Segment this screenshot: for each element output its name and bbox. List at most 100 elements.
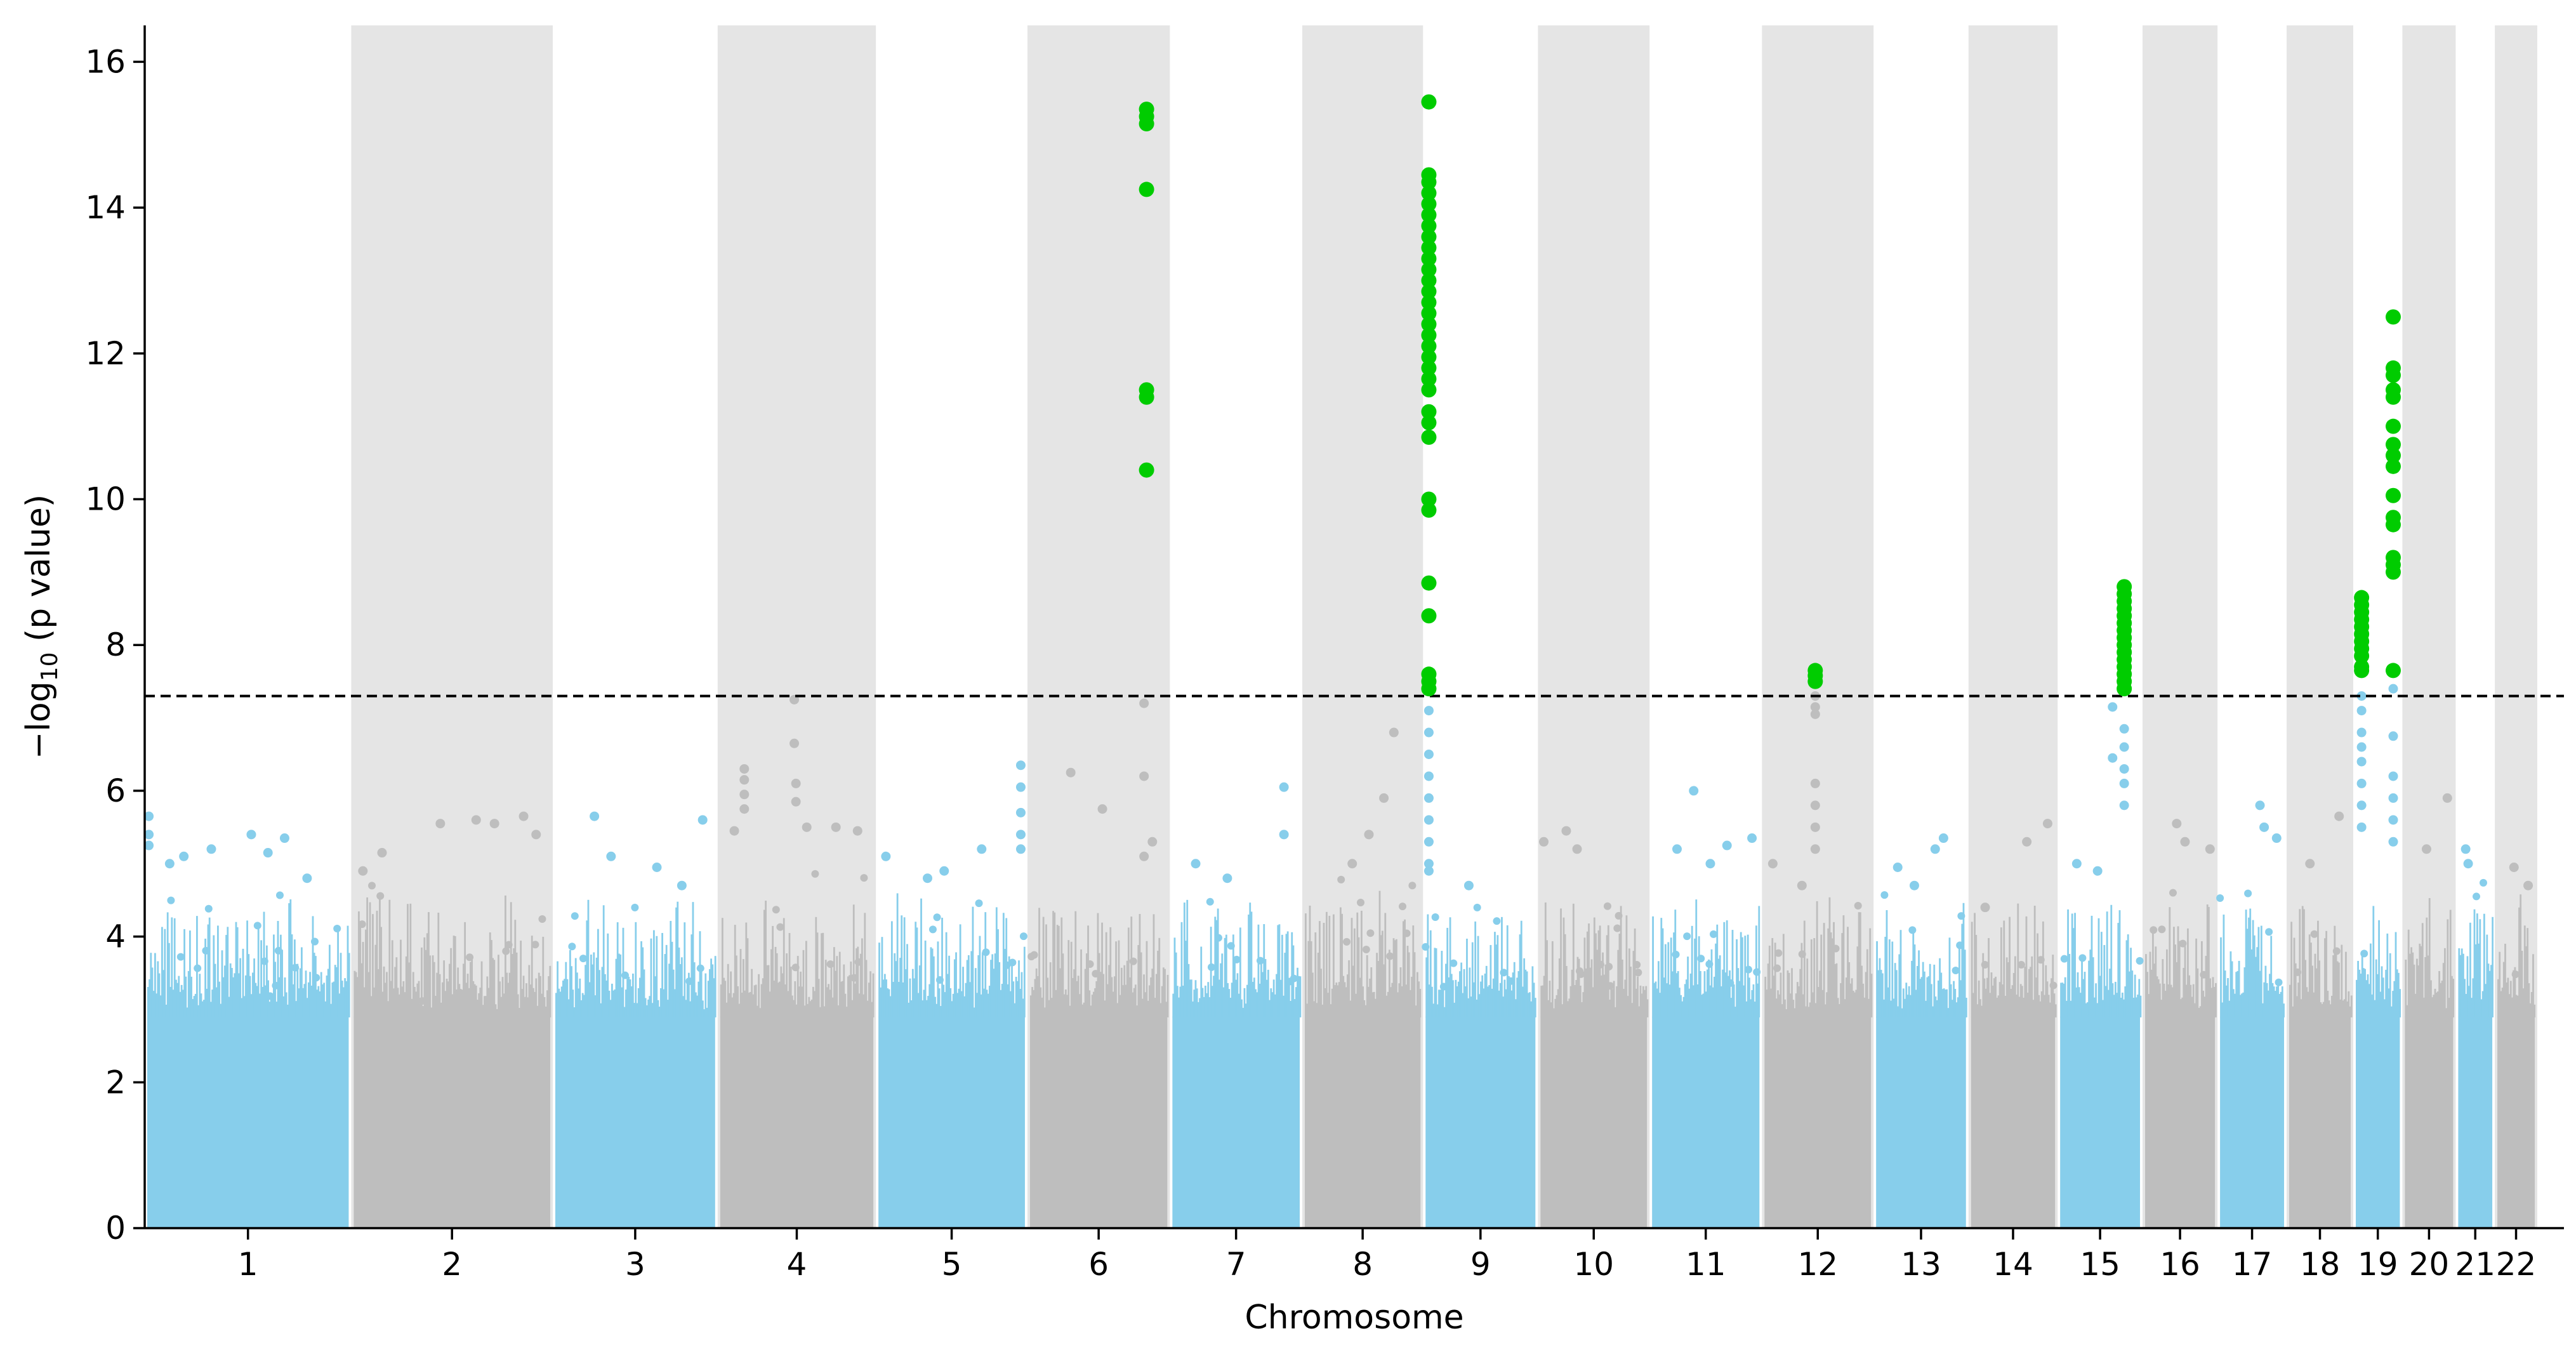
bulk-column: [429, 955, 432, 1017]
bulk-column: [2292, 1006, 2294, 1017]
bulk-column: [232, 977, 234, 1017]
bulk-point: [1832, 944, 1840, 953]
bulk-column: [1331, 988, 1333, 1017]
bulk-column: [447, 981, 449, 1017]
peak-point: [1810, 800, 1820, 811]
bulk-column: [1888, 939, 1891, 1017]
bulk-column: [1049, 962, 1052, 1017]
bulk-column: [1391, 983, 1394, 1017]
significant-point: [1421, 575, 1437, 591]
bulk-column: [341, 981, 343, 1017]
bulk-column: [1274, 994, 1276, 1017]
x-tick-label: 18: [2300, 1246, 2341, 1283]
peak-point: [2108, 702, 2118, 712]
bulk-column: [2169, 907, 2171, 1017]
bulk-column: [1370, 967, 1373, 1017]
bulk-column: [1617, 950, 1620, 1017]
bulk-column: [1533, 983, 1535, 1017]
bulk-column: [1137, 944, 1140, 1017]
peak-point: [1423, 749, 1434, 759]
bulk-column: [1158, 937, 1161, 1017]
bulk-column: [1029, 995, 1032, 1017]
bulk-column: [972, 906, 974, 1017]
bulk-column: [895, 961, 897, 1017]
bulk-column: [1317, 953, 1319, 1017]
bulk-column: [1505, 989, 1507, 1017]
bulk-column: [2243, 967, 2246, 1017]
bulk-block-19: [2356, 1016, 2400, 1228]
bulk-column: [414, 986, 416, 1017]
bulk-column: [1150, 977, 1152, 1017]
bulk-column: [2153, 963, 2156, 1017]
bulk-column: [903, 917, 906, 1017]
bulk-column: [1055, 989, 1057, 1017]
bulk-column: [2149, 951, 2151, 1017]
bulk-column: [2093, 997, 2096, 1017]
bulk-column: [1789, 993, 1792, 1017]
bulk-block-3: [555, 1016, 715, 1228]
bulk-column: [1603, 974, 1606, 1017]
bulk-column: [1855, 989, 1858, 1017]
bulk-column: [1373, 991, 1375, 1017]
bulk-column: [882, 979, 885, 1017]
bulk-column: [1196, 988, 1198, 1017]
bulk-column: [1238, 993, 1240, 1017]
bulk-column: [776, 953, 778, 1017]
bulk-column: [2508, 994, 2511, 1017]
bulk-column: [1154, 998, 1156, 1017]
peak-point: [1423, 815, 1434, 825]
bulk-column: [2374, 1000, 2376, 1017]
bulk-column: [1262, 972, 1264, 1017]
bulk-column: [1064, 989, 1067, 1017]
bulk-column: [1709, 985, 1712, 1017]
bulk-column: [353, 970, 356, 1017]
bulk-column: [1744, 936, 1747, 1017]
bulk-column: [1337, 985, 1339, 1017]
peak-point: [729, 826, 739, 836]
bulk-column: [2497, 979, 2499, 1017]
bulk-column: [635, 922, 637, 1017]
bulk-column: [859, 953, 862, 1017]
bulk-column: [997, 929, 999, 1017]
peak-point: [1767, 859, 1778, 869]
bulk-column: [1249, 903, 1252, 1017]
peak-point: [789, 738, 800, 748]
bulk-column: [2382, 977, 2384, 1017]
bulk-column: [1242, 1007, 1245, 1017]
peak-point: [2259, 822, 2269, 832]
bulk-column: [161, 927, 163, 1017]
bulk-column: [1357, 937, 1360, 1017]
bulk-column: [1172, 993, 1175, 1017]
peak-point: [1015, 807, 1026, 817]
bulk-column: [2499, 951, 2501, 1017]
bulk-column: [800, 971, 802, 1017]
bulk-column: [586, 920, 588, 1017]
bulk-column: [2173, 927, 2175, 1017]
bulk-column: [766, 965, 769, 1017]
bulk-point: [621, 971, 629, 979]
bulk-point: [204, 904, 213, 913]
bulk-column: [2003, 920, 2005, 1017]
bulk-column: [229, 963, 232, 1017]
bulk-column: [629, 979, 631, 1017]
bulk-column: [200, 993, 202, 1017]
y-tick-label: 10: [85, 481, 126, 518]
x-tick-label: 10: [1573, 1246, 1614, 1283]
bulk-point: [1500, 969, 1508, 977]
bulk-column: [1642, 986, 1644, 1017]
bulk-column: [442, 982, 444, 1017]
bulk-column: [1385, 995, 1388, 1017]
bulk-column: [1066, 995, 1068, 1017]
bulk-column: [421, 947, 423, 1017]
bulk-column: [736, 955, 737, 1017]
significant-point: [1139, 389, 1154, 405]
bulk-column: [1770, 988, 1772, 1017]
bulk-column: [1234, 962, 1236, 1017]
bulk-column: [324, 1001, 327, 1017]
bulk-column: [814, 991, 816, 1017]
peak-point: [1379, 793, 1389, 803]
bulk-column: [440, 1002, 442, 1017]
bulk-column: [316, 989, 318, 1017]
bulk-column: [377, 969, 380, 1017]
bulk-column: [1946, 989, 1948, 1017]
